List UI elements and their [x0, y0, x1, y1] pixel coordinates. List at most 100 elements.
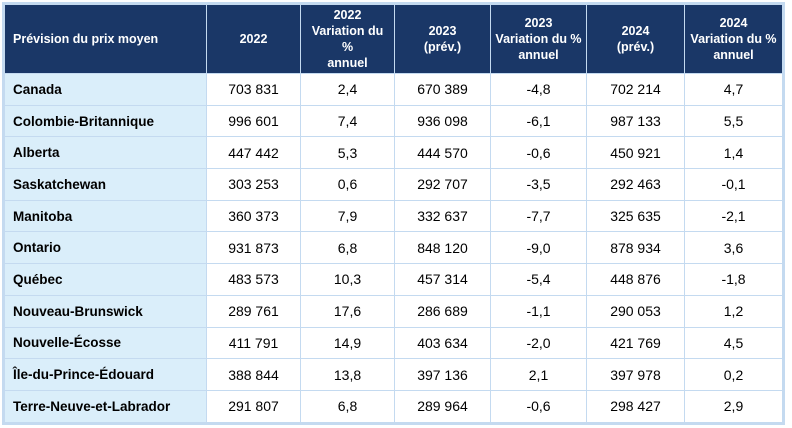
value-cell: 448 876 — [586, 263, 685, 296]
table-row: Québec 483 573 10,3 457 314 -5,4 448 876 -1,8 — [4, 263, 783, 296]
value-cell: 7,9 — [300, 199, 395, 233]
value-cell: 4,5 — [684, 326, 783, 360]
value-cell: 702 214 — [586, 73, 685, 106]
value-cell: 6,8 — [300, 231, 395, 265]
value-cell: 289 761 — [206, 294, 301, 328]
column-header-line: 2022 — [239, 32, 268, 46]
value-cell: 388 844 — [206, 358, 301, 391]
table-row: Île-du-Prince-Édouard 388 844 13,8 397 136 2… — [4, 358, 783, 391]
value-cell: 0,6 — [300, 168, 395, 201]
table-row: Terre-Neuve-et-Labrador 291 807 6,8 289 964… — [4, 389, 783, 423]
value-cell: 936 098 — [394, 104, 491, 138]
column-header: 2023 (prév.) — [394, 4, 491, 74]
value-cell: 2,4 — [300, 73, 395, 106]
column-header-line: 2024 — [719, 16, 748, 30]
table-header-row: Prévision du prix moyen 2022 2022 Variation… — [4, 4, 783, 74]
value-cell: 444 570 — [394, 136, 491, 170]
region-name-cell: Québec — [4, 263, 207, 296]
region-name-cell: Ontario — [4, 231, 207, 265]
value-cell: 397 978 — [586, 358, 685, 391]
region-name-cell: Manitoba — [4, 199, 207, 233]
value-cell: 3,6 — [684, 231, 783, 265]
column-header: 2024 (prév.) — [586, 4, 685, 74]
column-header-line: Variation du % — [495, 32, 582, 46]
region-name-cell: Canada — [4, 73, 207, 106]
value-cell: 5,5 — [684, 104, 783, 138]
value-cell: 332 637 — [394, 199, 491, 233]
table-row: Canada 703 831 2,4 670 389 -4,8 702 214 4,7 — [4, 73, 783, 106]
column-header: 2024 Variation du % annuel — [684, 4, 783, 74]
value-cell: 483 573 — [206, 263, 301, 296]
value-cell: 848 120 — [394, 231, 491, 265]
column-header-line: Variation du % — [311, 24, 384, 54]
value-cell: -2,0 — [490, 326, 587, 360]
value-cell: -1,8 — [684, 263, 783, 296]
value-cell: 6,8 — [300, 389, 395, 423]
value-cell: -3,5 — [490, 168, 587, 201]
value-cell: 4,7 — [684, 73, 783, 106]
value-cell: 292 463 — [586, 168, 685, 201]
column-header-line: Variation du % — [690, 32, 777, 46]
column-header: 2022 — [206, 4, 301, 74]
value-cell: 1,2 — [684, 294, 783, 328]
column-header-line: Prévision du prix moyen — [13, 32, 159, 46]
region-name-cell: Colombie-Britannique — [4, 104, 207, 138]
value-cell: 2,9 — [684, 389, 783, 423]
value-cell: 298 427 — [586, 389, 685, 423]
region-name-cell: Nouvelle-Écosse — [4, 326, 207, 360]
value-cell: 878 934 — [586, 231, 685, 265]
table-row: Alberta 447 442 5,3 444 570 -0,6 450 921 1,4 — [4, 136, 783, 170]
value-cell: 987 133 — [586, 104, 685, 138]
value-cell: -0,6 — [490, 389, 587, 423]
value-cell: 670 389 — [394, 73, 491, 106]
region-name-cell: Terre-Neuve-et-Labrador — [4, 389, 207, 423]
value-cell: 286 689 — [394, 294, 491, 328]
value-cell: -0,6 — [490, 136, 587, 170]
column-header-line: (prév.) — [423, 40, 462, 54]
region-name-cell: Île-du-Prince-Édouard — [4, 358, 207, 391]
value-cell: 10,3 — [300, 263, 395, 296]
value-cell: 291 807 — [206, 389, 301, 423]
column-header-region: Prévision du prix moyen — [4, 4, 207, 74]
table-row: Manitoba 360 373 7,9 332 637 -7,7 325 635 -2,1 — [4, 199, 783, 233]
value-cell: 450 921 — [586, 136, 685, 170]
table-row: Saskatchewan 303 253 0,6 292 707 -3,5 292 463… — [4, 168, 783, 201]
value-cell: -1,1 — [490, 294, 587, 328]
price-forecast-table-frame: Prévision du prix moyen 2022 2022 Variation… — [2, 2, 785, 425]
table-row: Colombie-Britannique 996 601 7,4 936 098 -6,… — [4, 104, 783, 138]
column-header-line: annuel — [327, 56, 368, 70]
value-cell: 290 053 — [586, 294, 685, 328]
value-cell: -0,1 — [684, 168, 783, 201]
value-cell: 292 707 — [394, 168, 491, 201]
column-header-line: annuel — [518, 48, 559, 62]
value-cell: 703 831 — [206, 73, 301, 106]
value-cell: 325 635 — [586, 199, 685, 233]
column-header-line: 2023 — [524, 16, 553, 30]
value-cell: 0,2 — [684, 358, 783, 391]
value-cell: 411 791 — [206, 326, 301, 360]
value-cell: 17,6 — [300, 294, 395, 328]
value-cell: 447 442 — [206, 136, 301, 170]
value-cell: 931 873 — [206, 231, 301, 265]
column-header-line: annuel — [713, 48, 754, 62]
value-cell: 360 373 — [206, 199, 301, 233]
column-header-line: (prév.) — [616, 40, 655, 54]
column-header: 2023 Variation du % annuel — [490, 4, 587, 74]
column-header-line: 2024 — [621, 24, 650, 38]
value-cell: -9,0 — [490, 231, 587, 265]
table-row: Nouveau-Brunswick 289 761 17,6 286 689 -1,1 2… — [4, 294, 783, 328]
table-row: Ontario 931 873 6,8 848 120 -9,0 878 934 3,6 — [4, 231, 783, 265]
value-cell: 397 136 — [394, 358, 491, 391]
value-cell: -4,8 — [490, 73, 587, 106]
region-name-cell: Nouveau-Brunswick — [4, 294, 207, 328]
price-forecast-table: Prévision du prix moyen 2022 2022 Variation… — [4, 4, 783, 423]
value-cell: -5,4 — [490, 263, 587, 296]
value-cell: 289 964 — [394, 389, 491, 423]
value-cell: 1,4 — [684, 136, 783, 170]
value-cell: 303 253 — [206, 168, 301, 201]
value-cell: 2,1 — [490, 358, 587, 391]
table-body: Canada 703 831 2,4 670 389 -4,8 702 214 4,7 Col… — [4, 73, 783, 423]
region-name-cell: Alberta — [4, 136, 207, 170]
region-name-cell: Saskatchewan — [4, 168, 207, 201]
value-cell: 421 769 — [586, 326, 685, 360]
